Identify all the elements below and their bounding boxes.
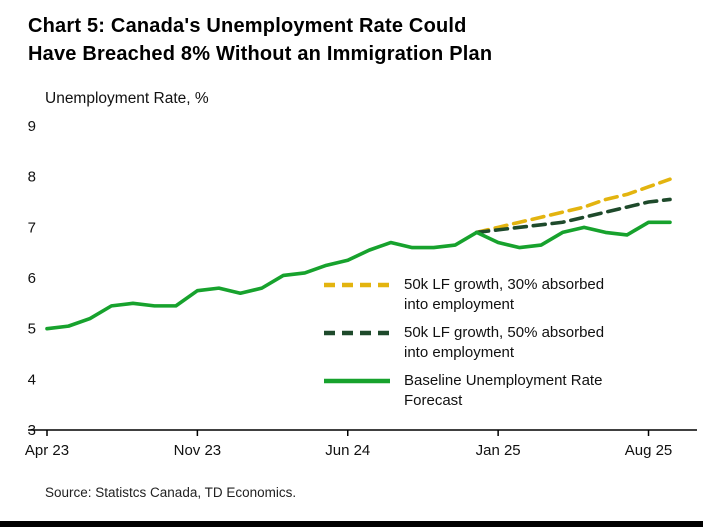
svg-text:8: 8: [28, 169, 36, 186]
bottom-bar: [0, 521, 703, 527]
svg-text:Nov 23: Nov 23: [174, 442, 222, 459]
svg-text:6: 6: [28, 270, 36, 287]
svg-text:Jan 25: Jan 25: [476, 442, 521, 459]
y-axis-title: Unemployment Rate, %: [45, 90, 209, 107]
legend-label: 50k LF growth, 50% absorbed into employm…: [404, 324, 605, 361]
legend-item-30pct: 50k LF growth, 30% absorbed into employm…: [322, 275, 632, 314]
legend-dashed-line-darkgreen: [322, 328, 392, 338]
legend-label: Baseline Unemployment Rate Forecast: [404, 372, 603, 409]
svg-text:7: 7: [28, 219, 36, 236]
legend-item-baseline: Baseline Unemployment Rate Forecast: [322, 371, 632, 410]
legend-item-50pct: 50k LF growth, 50% absorbed into employm…: [322, 323, 632, 362]
legend-label: 50k LF growth, 30% absorbed into employm…: [404, 276, 605, 313]
svg-text:4: 4: [28, 371, 36, 388]
svg-text:Aug 25: Aug 25: [625, 442, 673, 459]
chart-title: Chart 5: Canada's Unemployment Rate Coul…: [28, 15, 493, 65]
legend-solid-line-green: [322, 376, 392, 386]
svg-text:Apr 23: Apr 23: [25, 442, 69, 459]
svg-text:Jun 24: Jun 24: [325, 442, 370, 459]
legend-dashed-line-yellow: [322, 280, 392, 290]
svg-text:9: 9: [28, 118, 36, 135]
source-note: Source: Statistcs Canada, TD Economics.: [45, 485, 297, 500]
legend: 50k LF growth, 30% absorbed into employm…: [322, 275, 632, 410]
svg-text:5: 5: [28, 321, 36, 338]
